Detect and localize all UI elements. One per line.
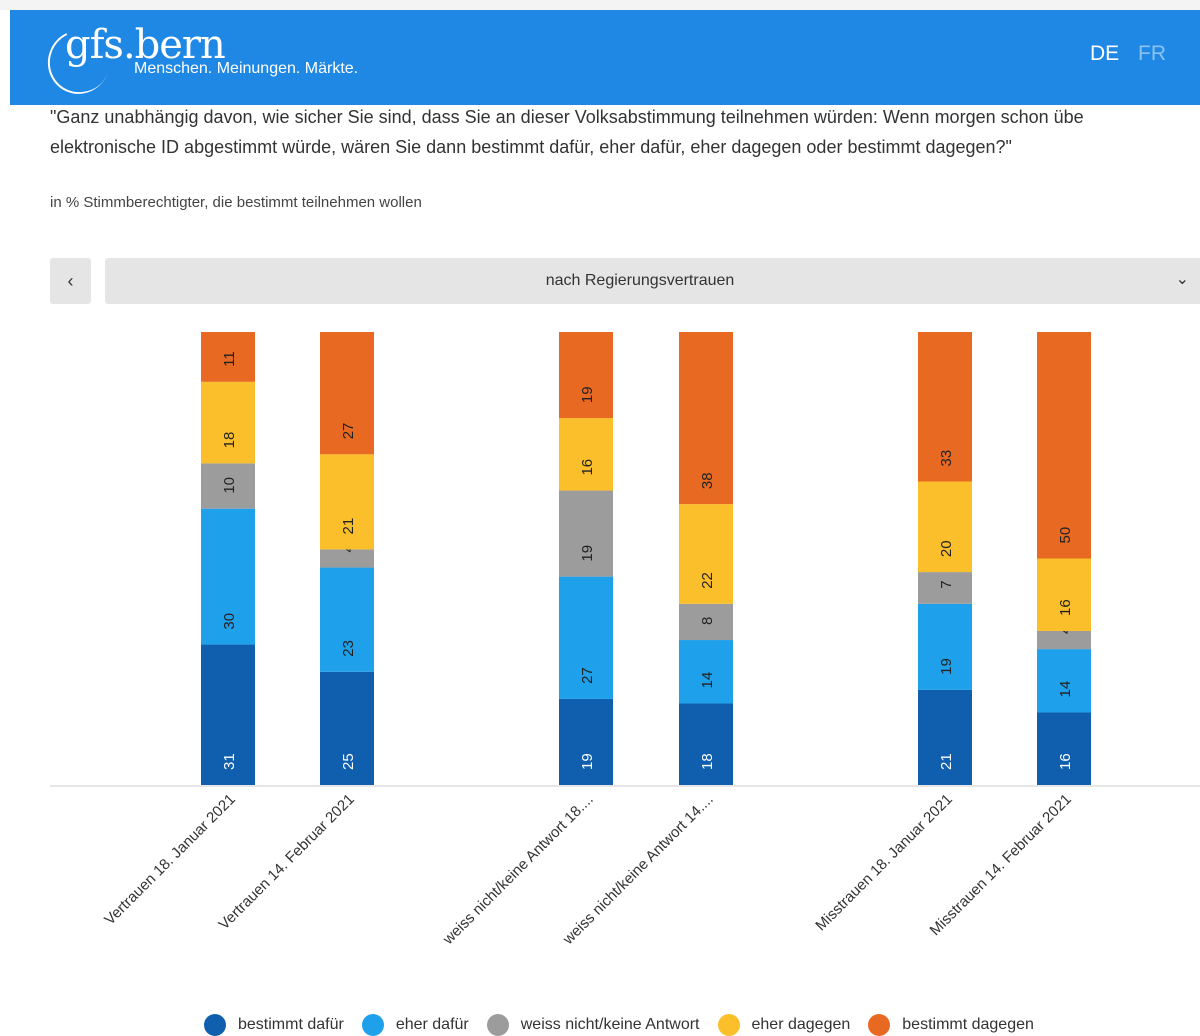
bar-segment[interactable]: [201, 332, 255, 382]
legend-dot-icon: [868, 1014, 891, 1036]
bar-segment[interactable]: [1037, 558, 1091, 631]
bar-segment[interactable]: [1037, 712, 1091, 785]
breakdown-select[interactable]: nach Regierungsvertrauen ⌄: [105, 258, 1200, 304]
data-label: 23: [340, 640, 357, 657]
bar-segment[interactable]: [1037, 332, 1091, 559]
data-label: 25: [340, 753, 357, 770]
legend-label: eher dagegen: [751, 1016, 851, 1033]
category-label: Misstrauen 18. Januar 2021: [812, 791, 956, 935]
question: "Ganz unabhängig davon, wie sicher Sie s…: [50, 102, 1200, 162]
prev-button[interactable]: ‹: [50, 258, 91, 304]
bar-segment[interactable]: [679, 703, 733, 785]
bar-segment[interactable]: [201, 381, 255, 464]
data-label: 18: [699, 753, 716, 770]
legend-label: eher dafür: [395, 1016, 469, 1033]
bar-segment[interactable]: [559, 332, 613, 419]
legend-label: weiss nicht/keine Antwort: [520, 1016, 700, 1033]
legend-item[interactable]: eher dagegen: [717, 1014, 851, 1036]
bar-segment[interactable]: [320, 454, 374, 550]
bar-segment[interactable]: [559, 490, 613, 577]
bar-segment[interactable]: [918, 481, 972, 573]
data-label: 21: [340, 518, 357, 535]
data-label: 19: [938, 658, 955, 675]
legend-item[interactable]: bestimmt dagegen: [868, 1014, 1034, 1036]
legend-dot-icon: [204, 1014, 226, 1036]
bar-segment[interactable]: [320, 549, 374, 568]
subtitle: in % Stimmberechtigter, die bestimmt tei…: [50, 194, 422, 211]
data-label: 14: [1057, 681, 1074, 698]
question-line-2: elektronische ID abgestimmt würde, wären…: [50, 137, 1012, 157]
data-label: 18: [221, 432, 238, 449]
bar-segment[interactable]: [679, 603, 733, 641]
bar-segment[interactable]: [559, 698, 613, 785]
top-strip: [0, 0, 1200, 10]
bar-segment[interactable]: [320, 332, 374, 455]
header: gfs.bern Menschen. Meinungen. Märkte. DE…: [10, 10, 1200, 105]
category-label: Vertrauen 18. Januar 2021: [101, 791, 239, 929]
data-label: 11: [221, 351, 238, 367]
category-label: Vertrauen 14. Februar 2021: [215, 791, 357, 933]
data-label: 20: [938, 540, 955, 557]
data-label: 22: [699, 572, 716, 589]
data-label: 31: [221, 753, 238, 770]
data-label: 8: [699, 617, 716, 625]
legend-dot-icon: [361, 1014, 384, 1036]
legend-dot-icon: [717, 1014, 740, 1036]
data-label: 19: [579, 545, 596, 562]
logo: gfs.bern: [65, 22, 226, 68]
select-value: nach Regierungsvertrauen: [545, 272, 735, 289]
legend: bestimmt dafür eher dafür weiss nicht/kein…: [204, 1014, 1052, 1036]
legend-dot-icon: [486, 1014, 509, 1036]
logo-tagline: Menschen. Meinungen. Märkte.: [134, 60, 359, 77]
bar-segment[interactable]: [1037, 649, 1091, 713]
data-label: 7: [938, 580, 955, 588]
data-label: 16: [1057, 753, 1074, 770]
bar-segment[interactable]: [320, 567, 374, 672]
bar-segment[interactable]: [201, 463, 255, 509]
bar-segment[interactable]: [559, 576, 613, 699]
legend-label: bestimmt dafür: [238, 1016, 344, 1033]
data-label: 19: [579, 753, 596, 770]
bar-segment[interactable]: [201, 644, 255, 785]
bar-segment[interactable]: [201, 508, 255, 645]
bar-segment[interactable]: [918, 689, 972, 785]
bar-segment[interactable]: [679, 640, 733, 704]
legend-label: bestimmt dagegen: [902, 1016, 1034, 1033]
question-line-1: "Ganz unabhängig davon, wie sicher Sie s…: [50, 107, 1084, 127]
legend-item[interactable]: bestimmt dafür: [204, 1014, 344, 1036]
bar-segment[interactable]: [320, 671, 374, 785]
lang-fr[interactable]: FR: [1138, 42, 1166, 65]
data-label: 27: [340, 423, 357, 440]
bar-segment[interactable]: [679, 332, 733, 505]
data-label: 38: [699, 472, 716, 489]
bar-segment[interactable]: [918, 603, 972, 690]
data-label: 14: [699, 672, 716, 689]
bar-segment[interactable]: [918, 332, 972, 482]
lang-de[interactable]: DE: [1090, 42, 1120, 65]
legend-item[interactable]: eher dafür: [361, 1014, 469, 1036]
data-label: 50: [1057, 527, 1074, 544]
data-label: 16: [1057, 599, 1074, 616]
bar-segment[interactable]: [559, 418, 613, 491]
data-label: 27: [579, 667, 596, 684]
bar-segment[interactable]: [679, 504, 733, 604]
bar-segment[interactable]: [918, 572, 972, 604]
chevron-down-icon: ⌄: [1175, 271, 1189, 288]
bar-segment[interactable]: [1037, 630, 1091, 650]
legend-item[interactable]: weiss nicht/keine Antwort: [486, 1014, 700, 1036]
data-label: 33: [938, 450, 955, 467]
data-label: 16: [579, 459, 596, 476]
category-label: Misstrauen 14. Februar 2021: [927, 791, 1075, 939]
data-label: 21: [938, 753, 955, 770]
data-label: 30: [221, 613, 238, 630]
data-label: 19: [579, 386, 596, 403]
data-label: 10: [221, 477, 238, 494]
